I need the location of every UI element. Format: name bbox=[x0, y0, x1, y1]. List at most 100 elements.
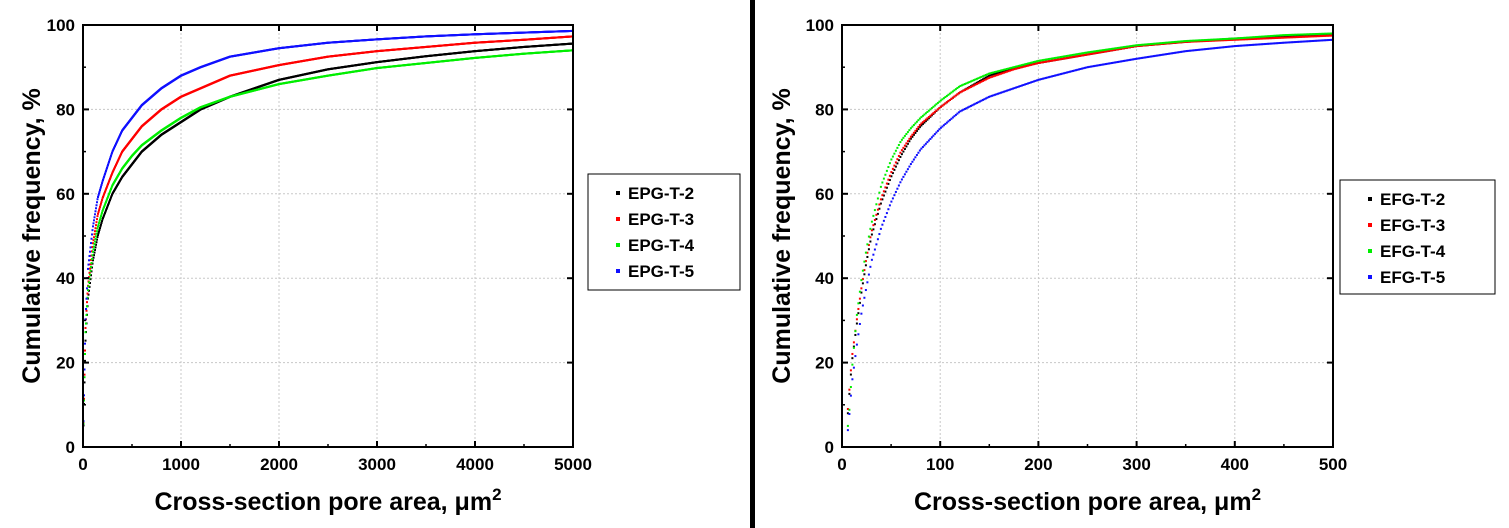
data-point bbox=[1283, 34, 1286, 37]
data-point bbox=[98, 207, 101, 210]
data-point bbox=[885, 182, 888, 185]
data-point bbox=[1106, 50, 1109, 53]
data-point bbox=[1236, 37, 1239, 40]
data-point bbox=[1263, 35, 1266, 38]
data-point bbox=[111, 171, 114, 174]
data-point bbox=[900, 149, 903, 152]
data-point bbox=[872, 228, 875, 231]
data-point bbox=[1019, 66, 1022, 69]
data-point bbox=[1259, 37, 1262, 40]
data-point bbox=[98, 190, 101, 193]
data-point bbox=[1116, 48, 1119, 51]
data-point bbox=[951, 90, 954, 93]
data-point bbox=[888, 174, 891, 177]
data-point bbox=[969, 85, 972, 88]
data-point bbox=[94, 246, 97, 249]
data-point bbox=[1313, 35, 1316, 38]
data-point bbox=[1035, 62, 1038, 65]
data-point bbox=[972, 79, 975, 82]
data-point bbox=[1293, 33, 1296, 36]
data-point bbox=[89, 263, 92, 266]
data-point bbox=[1061, 57, 1064, 60]
data-point bbox=[1203, 39, 1206, 42]
data-point bbox=[909, 135, 912, 138]
data-point bbox=[99, 218, 101, 221]
data-point bbox=[1227, 37, 1230, 40]
data-point bbox=[1169, 41, 1172, 44]
data-point bbox=[932, 112, 935, 115]
data-point bbox=[1077, 52, 1080, 55]
data-point bbox=[1248, 36, 1251, 39]
data-point bbox=[995, 74, 998, 77]
data-point bbox=[107, 162, 110, 165]
data-point bbox=[998, 73, 1001, 76]
data-point bbox=[105, 186, 108, 189]
data-point bbox=[894, 165, 897, 168]
data-point bbox=[103, 206, 105, 209]
data-point bbox=[112, 149, 114, 152]
data-point bbox=[1089, 50, 1092, 53]
data-point bbox=[1128, 45, 1131, 48]
data-point bbox=[960, 90, 963, 93]
data-point bbox=[108, 200, 111, 203]
data-point bbox=[987, 76, 990, 79]
data-point bbox=[1034, 62, 1037, 65]
data-point bbox=[1254, 36, 1257, 39]
data-point bbox=[995, 70, 998, 73]
data-point bbox=[1254, 37, 1257, 40]
data-point bbox=[92, 222, 95, 225]
data-point bbox=[1143, 43, 1146, 46]
data-point bbox=[1044, 58, 1047, 61]
data-point bbox=[97, 194, 100, 197]
data-point bbox=[1082, 54, 1085, 57]
data-point bbox=[885, 169, 888, 172]
data-point bbox=[998, 69, 1001, 72]
data-point bbox=[114, 145, 116, 147]
data-point bbox=[851, 352, 854, 355]
data-point bbox=[1182, 40, 1185, 43]
data-point bbox=[108, 191, 111, 194]
data-point bbox=[980, 80, 983, 83]
data-point bbox=[102, 178, 104, 181]
data-point bbox=[105, 199, 108, 202]
data-point bbox=[1080, 52, 1083, 55]
data-point bbox=[105, 209, 107, 212]
data-point bbox=[918, 126, 921, 129]
data-point bbox=[1052, 57, 1055, 60]
data-point bbox=[1253, 36, 1256, 39]
data-point bbox=[923, 119, 926, 122]
data-point bbox=[903, 144, 906, 147]
y-tick-label: 100 bbox=[47, 16, 75, 35]
data-point bbox=[1304, 35, 1307, 38]
data-point bbox=[908, 137, 911, 140]
data-point bbox=[113, 167, 116, 170]
data-point bbox=[1278, 36, 1281, 39]
data-point bbox=[1122, 47, 1125, 50]
data-point bbox=[912, 131, 915, 134]
data-point bbox=[1121, 46, 1124, 49]
series-epg-t-5 bbox=[82, 29, 574, 448]
data-point bbox=[1131, 44, 1134, 47]
data-point bbox=[1293, 36, 1296, 39]
data-point bbox=[873, 223, 876, 226]
data-point bbox=[1230, 38, 1233, 41]
data-point bbox=[84, 352, 86, 355]
data-point bbox=[915, 130, 918, 133]
data-point bbox=[105, 200, 107, 203]
data-point bbox=[908, 129, 911, 132]
data-point bbox=[100, 221, 103, 224]
data-point bbox=[855, 318, 858, 321]
x-axis-title: Cross-section pore area, μm2 bbox=[154, 485, 501, 516]
data-point bbox=[100, 185, 102, 188]
data-point bbox=[1205, 38, 1208, 41]
data-point bbox=[1118, 48, 1121, 51]
data-point bbox=[927, 109, 930, 112]
data-point bbox=[851, 378, 854, 381]
data-point bbox=[1148, 43, 1151, 46]
data-point bbox=[905, 142, 908, 145]
data-point bbox=[867, 235, 870, 238]
data-point bbox=[938, 100, 941, 103]
data-point bbox=[1022, 65, 1025, 68]
data-point bbox=[1038, 59, 1041, 62]
x-tick-label: 1000 bbox=[162, 455, 200, 474]
